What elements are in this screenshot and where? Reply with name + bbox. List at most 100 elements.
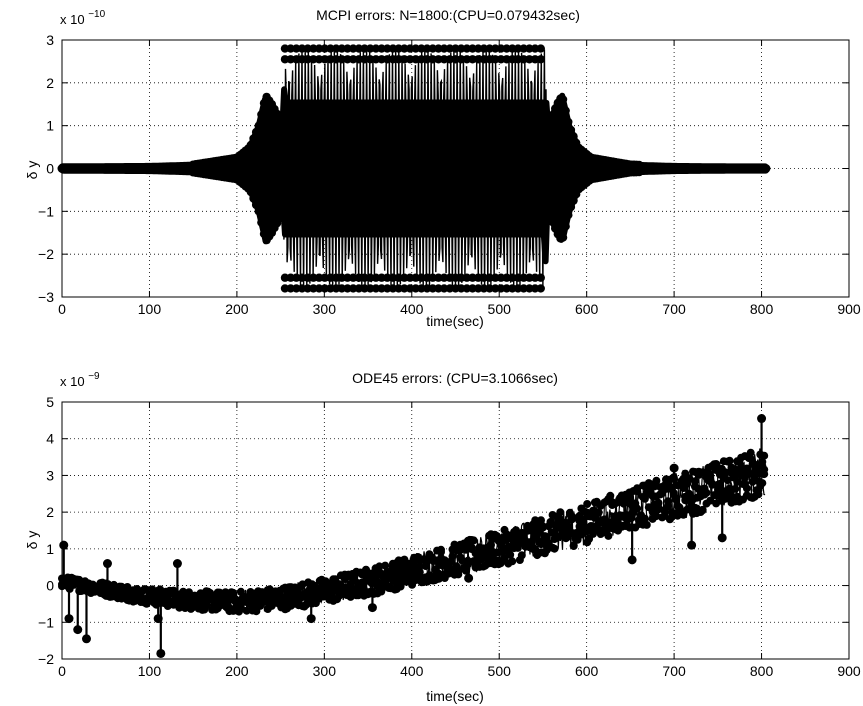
ode45-marker [421, 562, 430, 570]
mcpi-marker [257, 218, 266, 227]
ode45-marker [721, 494, 730, 503]
mcpi-marker [246, 187, 256, 197]
mcpi-marker [566, 125, 576, 135]
x-tick-label: 200 [225, 663, 249, 679]
ode45-outlier-marker [717, 533, 727, 543]
ode45-marker [671, 495, 680, 504]
mcpi-y-multiplier-exponent: −10 [88, 9, 105, 20]
ode45-outlier-marker [73, 625, 83, 635]
ode45-marker [625, 494, 634, 503]
mcpi-marker [564, 210, 573, 220]
x-tick-label: 400 [400, 663, 424, 679]
ode45-plot-area [58, 414, 769, 658]
ode45-marker [437, 548, 445, 556]
x-tick-label: 400 [400, 301, 424, 317]
ode45-marker [689, 467, 697, 476]
mcpi-plot-area [57, 44, 771, 293]
x-tick-label: 900 [837, 663, 861, 679]
y-tick-label: −1 [38, 614, 54, 630]
mcpi-marker [257, 110, 266, 119]
mcpi-marker [548, 217, 557, 227]
ode45-marker [725, 484, 734, 493]
mcpi-y-tick-labels: −3 −2 −1 0 1 2 3 [38, 32, 54, 305]
ode45-marker [731, 484, 740, 493]
ode45-marker [550, 544, 559, 553]
mcpi-marker [251, 200, 261, 210]
y-tick-label: 3 [46, 467, 54, 483]
ode45-outlier-marker [172, 559, 182, 569]
ode45-marker [454, 570, 463, 579]
y-tick-label: 1 [46, 118, 54, 134]
mcpi-marker [275, 213, 284, 222]
mcpi-marker [536, 284, 545, 293]
mcpi-y-multiplier-base: x 10 [60, 12, 85, 27]
ode45-marker [746, 448, 755, 457]
ode45-marker [742, 484, 751, 493]
ode45-marker [706, 472, 715, 481]
y-tick-label: 1 [46, 541, 54, 557]
ode45-marker [690, 477, 699, 486]
ode45-outlier-marker [757, 414, 767, 424]
ode45-y-multiplier-exponent: −9 [88, 371, 100, 382]
mcpi-marker [275, 115, 284, 124]
ode45-marker [498, 546, 507, 555]
ode45-outlier-marker [562, 522, 572, 532]
x-tick-label: 0 [58, 663, 66, 679]
ode45-marker [508, 557, 517, 566]
ode45-outlier-marker [81, 634, 91, 644]
mcpi-x-tick-labels: 0 100 200 300 400 500 600 700 800 900 [58, 301, 861, 317]
mcpi-marker [543, 125, 552, 135]
ode45-marker [527, 537, 536, 546]
ode45-marker [652, 476, 661, 485]
mcpi-marker [278, 205, 287, 214]
ode45-marker [640, 514, 649, 523]
mcpi-marker [254, 121, 263, 130]
x-tick-label: 800 [750, 301, 774, 317]
mcpi-chart-title: MCPI errors: N=1800:(CPU=0.079432sec) [316, 7, 580, 23]
ode45-marker [654, 499, 663, 507]
ode45-x-tick-labels: 0 100 200 300 400 500 600 700 800 900 [58, 663, 861, 679]
ode45-marker [229, 588, 238, 597]
ode45-marker [725, 456, 734, 465]
mcpi-marker [246, 140, 256, 150]
mcpi-marker [634, 160, 644, 170]
ode45-y-multiplier: x 10 −9 [60, 371, 100, 389]
x-tick-label: 100 [138, 301, 162, 317]
ode45-marker [506, 550, 515, 559]
mcpi-marker [548, 110, 557, 120]
mcpi-marker [545, 118, 555, 127]
y-tick-label: 0 [46, 578, 54, 594]
x-tick-label: 900 [837, 301, 861, 317]
mcpi-marker [634, 167, 644, 177]
ode45-y-tick-labels: −2 −1 0 1 2 3 4 5 [38, 394, 54, 667]
ode45-outlier-marker [156, 648, 166, 658]
x-tick-label: 600 [575, 301, 599, 317]
mcpi-x-axis-label: time(sec) [426, 313, 484, 329]
mcpi-marker [249, 134, 258, 143]
x-tick-label: 800 [750, 663, 774, 679]
x-tick-label: 0 [58, 301, 66, 317]
ode45-outlier-marker [102, 559, 112, 569]
mcpi-marker [564, 117, 573, 127]
ode45-outlier-marker [306, 614, 316, 624]
mcpi-marker [561, 106, 570, 115]
ode45-marker [664, 502, 672, 511]
mcpi-marker [543, 202, 552, 212]
mcpi-marker [251, 127, 261, 137]
ode45-y-axis-label: δ y [24, 531, 40, 550]
ode45-marker [583, 500, 592, 508]
ode45-outlier-marker [627, 555, 637, 565]
ode45-marker [633, 504, 642, 513]
ode45-marker [712, 460, 721, 468]
ode45-marker [556, 508, 565, 517]
y-tick-label: 5 [46, 394, 54, 410]
ode45-marker [569, 541, 578, 550]
mcpi-marker [278, 123, 287, 132]
x-tick-label: 500 [488, 663, 512, 679]
y-tick-label: 2 [46, 75, 54, 91]
ode45-marker [708, 480, 717, 489]
x-tick-label: 100 [138, 663, 162, 679]
mcpi-marker [561, 222, 570, 231]
mcpi-y-multiplier: x 10 −10 [60, 9, 106, 27]
